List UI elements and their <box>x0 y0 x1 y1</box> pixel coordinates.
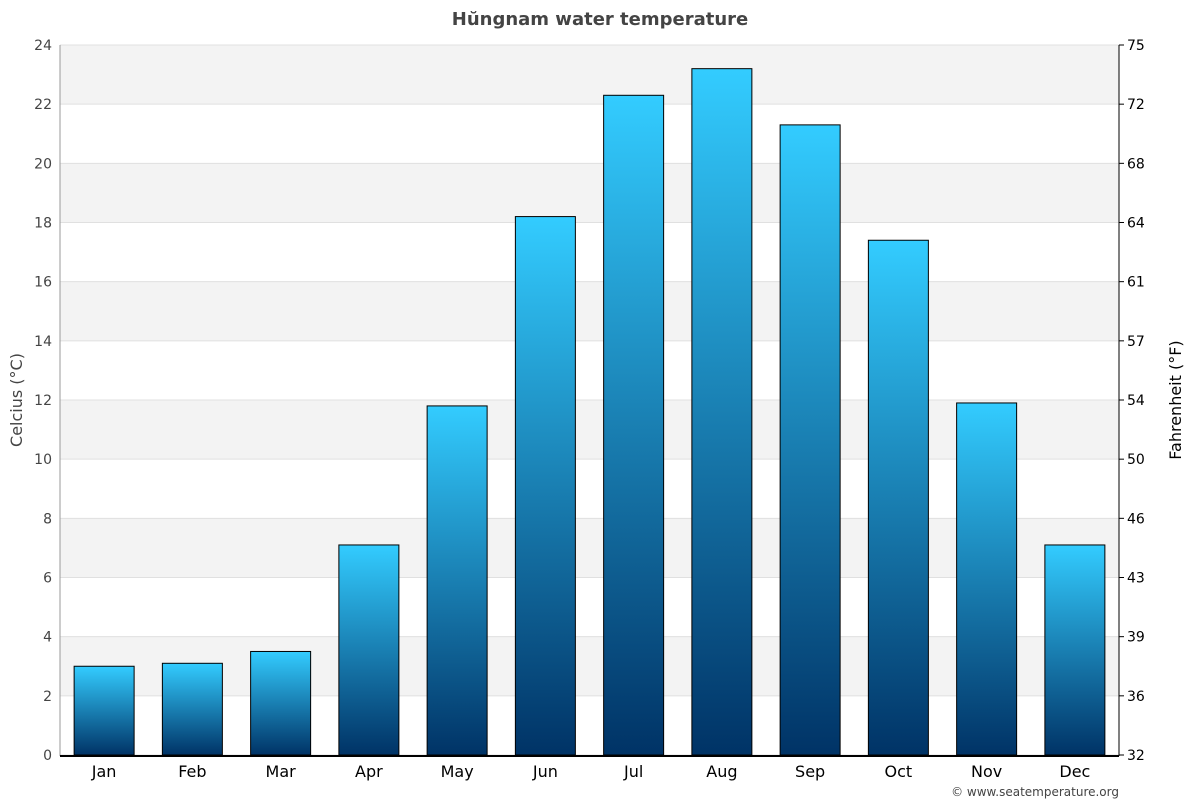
x-tick-label: Sep <box>795 762 825 781</box>
y-tick-label-right: 43 <box>1127 571 1145 587</box>
bar-aug[interactable] <box>691 68 753 756</box>
x-tick-label: May <box>441 762 474 781</box>
x-tick-label: Jan <box>91 762 117 781</box>
y-tick-label-left: 12 <box>34 393 52 409</box>
y-tick-label-right: 36 <box>1127 689 1145 705</box>
bar-mar[interactable] <box>250 650 312 756</box>
grid-band <box>60 518 1119 578</box>
y-tick-label-left: 22 <box>34 97 52 113</box>
y-tick-label-right: 46 <box>1127 511 1145 527</box>
y-tick-label-right: 75 <box>1127 38 1145 54</box>
bar-oct[interactable] <box>867 239 929 756</box>
bar-nov[interactable] <box>956 402 1018 756</box>
chart-title: Hŭngnam water temperature <box>452 9 748 30</box>
grid-band <box>60 45 1119 105</box>
x-tick-label: Oct <box>885 762 913 781</box>
y-tick-label-left: 18 <box>34 216 52 232</box>
x-tick-label: Feb <box>178 762 206 781</box>
y-tick-label-left: 2 <box>43 689 52 705</box>
y-tick-label-left: 24 <box>34 38 52 54</box>
grid-band <box>60 636 1119 696</box>
y-tick-label-right: 39 <box>1127 630 1145 646</box>
y-tick-label-right: 64 <box>1127 216 1145 232</box>
y-axis-label-left: Celcius (°C) <box>7 353 26 447</box>
y-tick-label-right: 32 <box>1127 748 1145 764</box>
bar-jul[interactable] <box>603 94 665 756</box>
grid-band <box>60 400 1119 460</box>
y-tick-label-left: 10 <box>34 452 52 468</box>
y-tick-label-right: 50 <box>1127 452 1145 468</box>
bar-apr[interactable] <box>338 544 400 756</box>
x-tick-label: Aug <box>706 762 737 781</box>
y-tick-label-right: 54 <box>1127 393 1145 409</box>
bar-may[interactable] <box>426 405 488 756</box>
y-tick-label-right: 57 <box>1127 334 1145 350</box>
x-tick-label: Apr <box>355 762 383 781</box>
x-tick-label: Jun <box>532 762 558 781</box>
bar-jun[interactable] <box>514 216 576 756</box>
x-tick-label: Nov <box>971 762 1002 781</box>
y-tick-label-left: 14 <box>34 334 52 350</box>
x-tick-label: Mar <box>266 762 297 781</box>
y-tick-label-left: 8 <box>43 511 52 527</box>
x-tick-label: Dec <box>1059 762 1090 781</box>
y-tick-label-left: 4 <box>43 630 52 646</box>
bar-feb[interactable] <box>161 662 223 756</box>
x-tick-label: Jul <box>623 762 643 781</box>
y-tick-label-right: 61 <box>1127 275 1145 291</box>
y-tick-label-left: 0 <box>43 748 52 764</box>
bar-jan[interactable] <box>73 665 135 756</box>
grid-band <box>60 281 1119 341</box>
y-tick-label-left: 20 <box>34 156 52 172</box>
grid-band <box>60 163 1119 223</box>
y-tick-label-left: 6 <box>43 571 52 587</box>
y-axis-label-right: Fahrenheit (°F) <box>1166 340 1185 459</box>
footer-credit[interactable]: © www.seatemperature.org <box>951 785 1119 799</box>
y-tick-label-right: 72 <box>1127 97 1145 113</box>
y-tick-label-left: 16 <box>34 275 52 291</box>
bar-dec[interactable] <box>1044 544 1106 756</box>
bar-sep[interactable] <box>779 124 841 756</box>
y-tick-label-right: 68 <box>1127 156 1145 172</box>
